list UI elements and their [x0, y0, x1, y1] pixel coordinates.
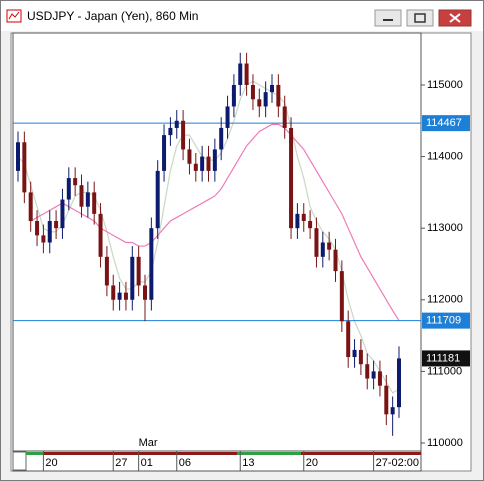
- candle-body: [276, 84, 281, 107]
- candle-body: [346, 321, 351, 358]
- candle-body: [219, 127, 224, 150]
- candle-body: [73, 178, 78, 186]
- x-tick-label: 06: [179, 457, 191, 469]
- session-strip-green: [237, 452, 301, 455]
- close-glyph: [449, 13, 461, 23]
- candle-body: [117, 292, 122, 300]
- candle-body: [47, 221, 52, 243]
- window-title: USDJPY - Japan (Yen), 860 Min: [27, 9, 198, 23]
- candle-body: [193, 163, 198, 171]
- candle-body: [238, 63, 243, 85]
- candle-body: [308, 221, 313, 229]
- y-tick-label: 111000: [427, 365, 462, 377]
- candle-body: [289, 127, 294, 229]
- candle-body: [327, 242, 332, 250]
- candle-body: [28, 192, 33, 222]
- candle-body: [200, 156, 205, 171]
- candle-body: [181, 120, 186, 150]
- candle-body: [206, 156, 211, 171]
- candle-body: [365, 364, 370, 379]
- candle-body: [333, 249, 338, 272]
- candle-body: [371, 371, 376, 379]
- last-price-box: [422, 350, 470, 367]
- price-label: 114467: [426, 117, 462, 129]
- x-tick-label: 13: [242, 457, 254, 469]
- price-label-box: [422, 115, 470, 132]
- candle-body: [104, 256, 109, 286]
- candle-body: [231, 84, 236, 107]
- x-tick-label: 20: [45, 457, 57, 469]
- x-tick-label: 20: [306, 457, 318, 469]
- candle-body: [377, 371, 382, 386]
- candle-body: [98, 213, 103, 257]
- candle-body: [79, 185, 84, 207]
- candle-body: [384, 385, 389, 415]
- y-tick-label: 115000: [427, 79, 463, 91]
- candle-body: [295, 213, 300, 229]
- month-label: Mar: [139, 437, 158, 449]
- price-label-box: [422, 312, 470, 329]
- candle-body: [16, 142, 20, 171]
- candle-body: [314, 228, 319, 257]
- candle-body: [66, 178, 71, 200]
- candle-body: [212, 149, 217, 171]
- candle-body: [320, 242, 325, 257]
- minimize-button[interactable]: [374, 9, 402, 27]
- candle-body: [41, 235, 46, 243]
- app-icon-line: [8, 11, 20, 20]
- candle-body: [257, 99, 262, 107]
- session-strip: [26, 452, 421, 455]
- candle-body: [168, 127, 173, 136]
- candle-body: [270, 84, 274, 93]
- axis-corner: [12, 451, 27, 471]
- session-strip-green: [26, 452, 44, 455]
- candle-body: [130, 256, 135, 300]
- candle-body: [244, 63, 249, 85]
- candle-body: [111, 285, 116, 300]
- candle-body: [123, 292, 128, 300]
- last-price-label: 111181: [426, 352, 460, 364]
- y-tick-label: 113000: [427, 222, 463, 234]
- candle-body: [60, 199, 65, 229]
- candle-body: [301, 213, 306, 222]
- y-tick-label: 110000: [427, 437, 463, 449]
- x-tick-label: 27-02:00: [376, 457, 419, 469]
- candle-body: [54, 221, 59, 229]
- candle-body: [85, 192, 90, 207]
- candle-body: [397, 358, 401, 408]
- y-tick-label: 114000: [427, 150, 463, 162]
- candle-body: [282, 106, 287, 128]
- candle-body: [187, 149, 192, 164]
- candle-body: [225, 106, 230, 128]
- candle-body: [352, 349, 357, 358]
- candle-body: [22, 142, 27, 193]
- candle-body: [174, 120, 179, 128]
- candle-body: [250, 84, 255, 100]
- maximize-button[interactable]: [406, 9, 434, 27]
- candle-body: [162, 135, 167, 171]
- candle-body: [92, 192, 97, 214]
- plot-area: [12, 32, 422, 452]
- candle-body: [390, 407, 395, 415]
- candle-body: [143, 285, 147, 300]
- x-tick-label: 01: [141, 457, 153, 469]
- price-label: 111709: [426, 315, 461, 327]
- maximize-glyph: [414, 13, 426, 23]
- y-tick-label: 112000: [427, 294, 463, 306]
- candle-body: [263, 92, 268, 107]
- candle-body: [339, 271, 344, 322]
- candle-body: [358, 349, 363, 365]
- candle-body: [136, 256, 141, 286]
- moving-average: [30, 123, 400, 321]
- candle-body: [149, 228, 154, 300]
- x-tick-label: 27: [115, 457, 127, 469]
- candle-body: [155, 170, 160, 229]
- candle-body: [35, 221, 40, 236]
- title-bar: [1, 1, 483, 31]
